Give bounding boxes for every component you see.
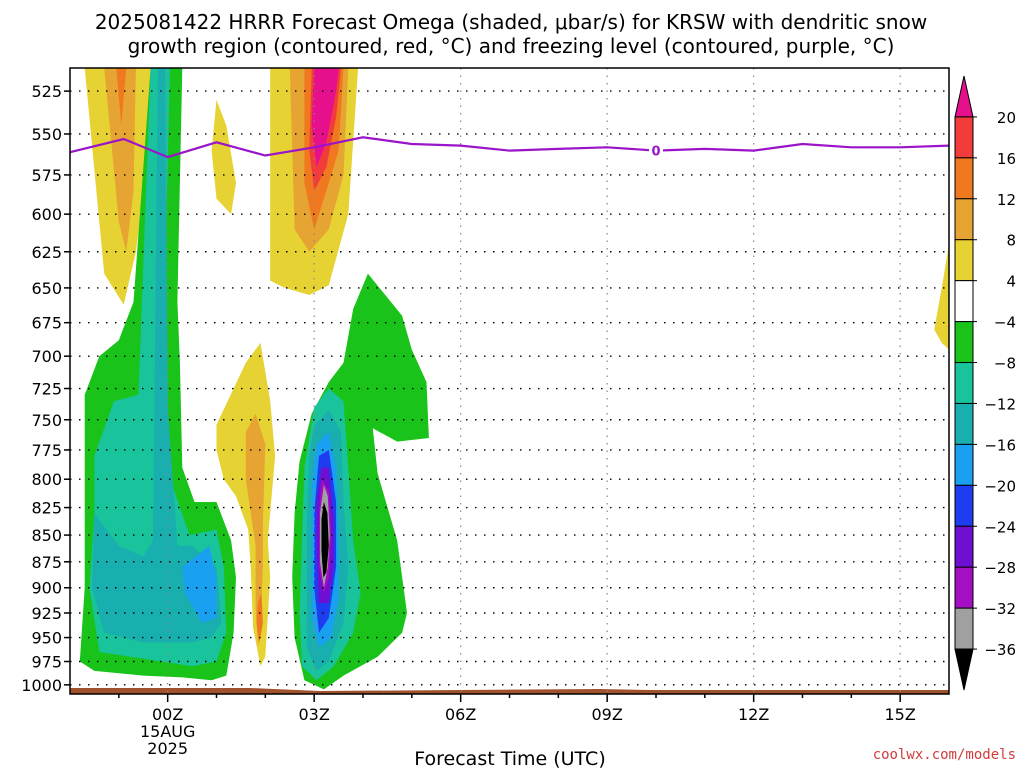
omega-region-11 xyxy=(256,592,263,643)
y-tick-label-18: 975 xyxy=(31,653,62,672)
colorbar-cell-6 xyxy=(954,321,974,364)
y-tick-label-4: 625 xyxy=(31,243,62,262)
omega-region-10 xyxy=(245,413,266,648)
colorbar-label-11: −28 xyxy=(984,559,1016,577)
omega-region-1 xyxy=(104,68,136,252)
y-tick-label-1: 550 xyxy=(31,125,62,144)
colorbar-label-7: −12 xyxy=(984,395,1016,413)
colorbar-label-10: −24 xyxy=(984,518,1016,536)
y-tick-label-15: 900 xyxy=(31,579,62,598)
y-tick-label-12: 825 xyxy=(31,499,62,518)
colorbar: 20 16 12 8 4 −4 −8 −12 −16 −20 −24 −28 −32 −36 xyxy=(954,75,1016,691)
colorbar-label-9: −20 xyxy=(984,477,1016,495)
omega-region-15 xyxy=(182,545,217,623)
colorbar-cell-9 xyxy=(954,443,974,486)
colorbar-cell-7 xyxy=(954,362,974,404)
freezing-level-label-bg xyxy=(649,142,663,159)
x-axis-label: Forecast Time (UTC) xyxy=(414,748,605,768)
y-tick-label-7: 700 xyxy=(31,347,62,366)
chart-title-line-2: growth region (contoured, red, °C) and f… xyxy=(128,34,895,58)
x-tick-label-3: 09Z xyxy=(592,705,623,724)
plot-area xyxy=(70,68,949,694)
y-tick-label-6: 675 xyxy=(31,314,62,333)
colorbar-label-1: 16 xyxy=(997,150,1016,168)
ground-surface xyxy=(70,688,949,694)
omega-region-8 xyxy=(311,68,339,167)
x-tick-date-0: 15AUG xyxy=(140,722,195,741)
colorbar-label-0: 20 xyxy=(997,109,1016,127)
y-tick-label-10: 775 xyxy=(31,441,62,460)
colorbar-cell-10 xyxy=(954,484,974,527)
colorbar-cell-5 xyxy=(954,280,974,323)
colorbar-label-8: −16 xyxy=(984,436,1016,454)
x-tick-label-2: 06Z xyxy=(445,705,476,724)
colorbar-label-13: −36 xyxy=(984,641,1016,659)
x-tick-year-0: 2025 xyxy=(147,739,188,758)
credit-text: coolwx.com/models xyxy=(873,747,1016,763)
x-tick-label-4: 12Z xyxy=(738,705,769,724)
omega-region-3 xyxy=(211,99,236,215)
colorbar-cell-13 xyxy=(954,607,974,650)
y-tick-label-9: 750 xyxy=(31,411,62,430)
colorbar-label-4: 4 xyxy=(1006,273,1016,291)
y-tick-label-0: 525 xyxy=(31,82,62,101)
y-tick-label-8: 725 xyxy=(31,380,62,399)
y-tick-label-19: 1000 xyxy=(21,676,62,695)
y-tick-label-13: 850 xyxy=(31,526,62,545)
chart-title-line-1: 2025081422 HRRR Forecast Omega (shaded, … xyxy=(95,10,927,34)
colorbar-cell-2 xyxy=(954,157,974,200)
y-tick-label-11: 800 xyxy=(31,470,62,489)
omega-region-24 xyxy=(321,502,329,578)
omega-region-25 xyxy=(934,244,949,350)
colorbar-cell-11 xyxy=(954,525,974,568)
colorbar-label-6: −8 xyxy=(994,355,1016,373)
colorbar-cell-12 xyxy=(954,566,974,609)
y-axis: 525 550 575 600 625 650 675 700 725 750 775 800 825 8… xyxy=(21,82,70,695)
y-tick-label-17: 950 xyxy=(31,629,62,648)
colorbar-cell-1 xyxy=(954,116,974,159)
omega-region-2 xyxy=(116,68,127,126)
x-tick-label-0: 00Z xyxy=(152,705,183,724)
colorbar-label-12: −32 xyxy=(984,600,1016,618)
colorbar-label-3: 8 xyxy=(1006,232,1016,250)
colorbar-cell-3 xyxy=(954,198,974,241)
x-tick-label-1: 03Z xyxy=(299,705,330,724)
colorbar-cell-0 xyxy=(954,75,974,118)
y-tick-label-3: 600 xyxy=(31,205,62,224)
y-tick-label-5: 650 xyxy=(31,279,62,298)
y-tick-label-2: 575 xyxy=(31,166,62,185)
overlay-lines: 0 xyxy=(69,136,950,160)
x-tick-label-5: 15Z xyxy=(885,705,916,724)
freezing-level-label: 0 xyxy=(651,145,660,160)
y-tick-label-16: 925 xyxy=(31,604,62,623)
freezing-level-line xyxy=(69,136,950,159)
colorbar-cell-8 xyxy=(954,402,974,445)
y-tick-label-14: 875 xyxy=(31,553,62,572)
colorbar-label-5: −4 xyxy=(994,314,1016,332)
colorbar-cell-4 xyxy=(954,239,974,282)
colorbar-label-2: 12 xyxy=(997,191,1016,209)
colorbar-cell-14 xyxy=(954,648,974,691)
omega-region-14 xyxy=(92,68,222,643)
